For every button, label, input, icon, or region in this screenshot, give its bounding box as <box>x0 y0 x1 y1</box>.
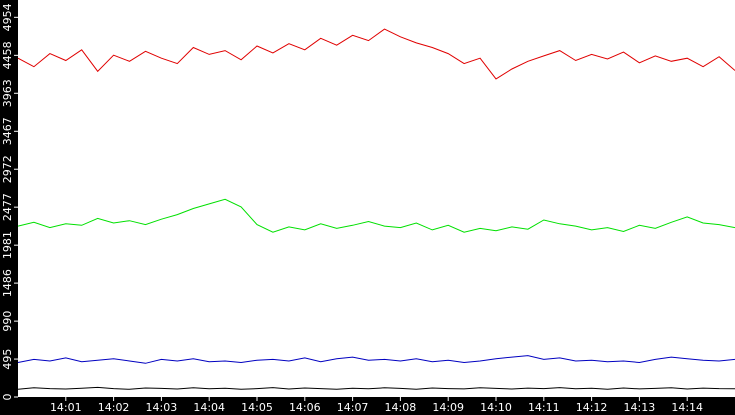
y-tick-label: 4954 <box>1 3 14 31</box>
y-tick-label: 2477 <box>1 193 14 221</box>
y-tick-label: 3467 <box>1 117 14 145</box>
x-tick-label: 14:11 <box>528 401 560 414</box>
y-tick-label: 1981 <box>1 231 14 259</box>
y-tick-label: 990 <box>1 311 14 332</box>
x-tick-label: 14:05 <box>241 401 273 414</box>
series-line <box>17 198 735 233</box>
x-tick-label: 14:03 <box>146 401 178 414</box>
y-tick-label: 0 <box>1 394 14 401</box>
x-tick-label: 14:13 <box>624 401 656 414</box>
x-tick-label: 14:09 <box>432 401 464 414</box>
x-tick-label: 14:08 <box>385 401 417 414</box>
y-tick-label: 4458 <box>1 41 14 69</box>
x-tick-label: 14:12 <box>576 401 608 414</box>
x-tick-label: 14:04 <box>193 401 225 414</box>
x-tick-label: 14:10 <box>480 401 512 414</box>
y-tick-label: 2972 <box>1 155 14 183</box>
y-tick-label: 495 <box>1 349 14 370</box>
x-tick-label: 14:06 <box>289 401 321 414</box>
x-tick-label: 14:14 <box>671 401 703 414</box>
y-axis-bar <box>0 0 18 415</box>
x-tick-label: 14:07 <box>337 401 369 414</box>
series-line <box>17 28 735 80</box>
x-axis-bar <box>0 397 735 415</box>
x-tick-label: 14:02 <box>98 401 130 414</box>
series-line <box>17 386 735 390</box>
y-tick-label: 3963 <box>1 79 14 107</box>
x-tick-label: 14:01 <box>50 401 82 414</box>
y-tick-label: 1486 <box>1 269 14 297</box>
series-line <box>17 355 735 364</box>
